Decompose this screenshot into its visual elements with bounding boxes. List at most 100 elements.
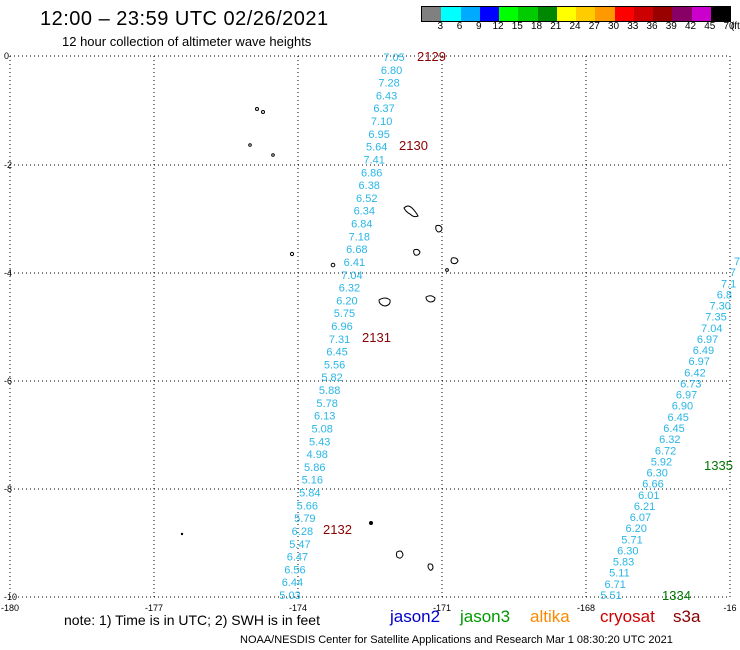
color-scale-label: 21 <box>550 21 562 32</box>
color-scale-bar <box>421 6 731 22</box>
wave-height-value: 4.98 <box>307 449 328 461</box>
wave-height-value: 6.41 <box>344 257 365 269</box>
footnote: note: 1) Time is in UTC; 2) SWH is in fe… <box>64 612 320 628</box>
wave-height-value: 5.51 <box>600 590 621 602</box>
wave-height-value: 7.30 <box>709 301 730 313</box>
island <box>271 153 275 157</box>
credit-line: NOAA/NESDIS Center for Satellite Applica… <box>240 634 673 646</box>
legend-s3a: s3a <box>673 607 701 626</box>
color-scale-label: 70 <box>723 21 735 32</box>
color-scale-label: 36 <box>646 21 658 32</box>
color-scale-label: 42 <box>684 21 697 32</box>
island <box>396 550 404 559</box>
wave-height-value: 7.41 <box>363 154 384 166</box>
island <box>378 297 391 307</box>
x-tick-label: -180 <box>1 603 19 613</box>
wave-height-value: 7.31 <box>329 334 350 346</box>
wave-height-value: 5.78 <box>316 398 337 410</box>
island-outlines <box>180 107 459 571</box>
wave-height-value: 7.18 <box>349 231 370 243</box>
wave-height-value: 6.32 <box>659 434 680 446</box>
x-tick-label: -174 <box>289 603 307 613</box>
wave-height-value: 6.34 <box>354 206 375 218</box>
wave-height-value: 7.35 <box>705 312 726 324</box>
color-swatch <box>460 7 480 21</box>
wave-height-value: 6.32 <box>339 283 360 295</box>
island <box>445 268 449 272</box>
legend-cryosat: cryosat <box>600 607 655 626</box>
wave-height-value: 6.71 <box>604 579 625 591</box>
wave-height-value: 5.08 <box>311 423 332 435</box>
wave-height-value: 6.01 <box>638 490 659 502</box>
wave-height-value: 5.03 <box>279 590 300 602</box>
legend-jason2: jason2 <box>390 607 441 626</box>
color-swatch <box>595 7 615 21</box>
wave-height-value: 6.95 <box>368 129 389 141</box>
x-tick-label: -168 <box>577 603 595 613</box>
island <box>369 521 373 525</box>
island <box>330 262 336 268</box>
wave-height-value: 6.66 <box>642 479 663 491</box>
page-subtitle: 12 hour collection of altimeter wave hei… <box>62 34 312 49</box>
time-label: 2130 <box>399 138 428 153</box>
island <box>248 143 252 147</box>
wave-height-value: 5.47 <box>289 539 310 551</box>
page-title: 12:00 – 23:59 UTC 02/26/2021 <box>40 8 329 30</box>
wave-height-value: 6.45 <box>667 412 688 424</box>
wave-height-value: 5.71 <box>621 534 642 546</box>
color-swatch <box>576 7 596 21</box>
wave-height-value: 7.10 <box>371 116 392 128</box>
y-tick-label: -6 <box>4 376 12 386</box>
legend-altika: altika <box>530 607 570 626</box>
wave-height-value: 6.86 <box>361 167 382 179</box>
island <box>413 248 421 256</box>
color-swatch <box>614 7 634 21</box>
wave-height-value: 6.49 <box>693 345 714 357</box>
color-scale-label: 39 <box>665 21 677 32</box>
island <box>255 107 259 111</box>
wave-height-value: 6.43 <box>376 90 397 102</box>
wave-height-value: 6.97 <box>697 334 718 346</box>
wave-height-value: 6.45 <box>326 347 347 359</box>
map-grid <box>9 55 731 598</box>
wave-height-value: 7 <box>734 256 740 268</box>
wave-height-value: 5.56 <box>324 359 345 371</box>
color-scale-label: 6 <box>456 21 463 32</box>
wave-height-value: 5.86 <box>304 462 325 474</box>
island <box>425 295 436 303</box>
y-tick-label: -8 <box>4 484 12 494</box>
wave-height-value: 7 <box>730 267 736 279</box>
wave-height-value: 6.73 <box>680 378 701 390</box>
wave-height-value: 6.30 <box>617 545 638 557</box>
y-tick-label: -2 <box>4 160 12 170</box>
y-tick-label: -10 <box>4 592 17 602</box>
wave-height-value: 7.1 <box>721 278 736 290</box>
island <box>427 563 434 571</box>
wave-height-value: 6.90 <box>672 401 693 413</box>
wave-height-value: 6.68 <box>346 244 367 256</box>
wave-height-value: 6.80 <box>381 65 402 77</box>
island <box>450 257 459 265</box>
island <box>180 532 184 536</box>
wave-height-value: 5.75 <box>334 308 355 320</box>
altimeter-tracks: 7.056.807.286.436.377.106.955.647.416.86… <box>279 49 740 603</box>
wave-height-value: 6.47 <box>287 552 308 564</box>
color-scale-label: 45 <box>704 21 716 32</box>
wave-height-value: 5.84 <box>299 488 320 500</box>
time-label: 2131 <box>362 330 391 345</box>
wave-height-value: 6.8 <box>717 289 732 301</box>
color-scale-label: 30 <box>607 21 620 32</box>
wave-height-value: 6.96 <box>331 321 352 333</box>
color-swatch <box>653 7 673 21</box>
wave-height-value: 5.79 <box>294 513 315 525</box>
color-scale-label: 33 <box>627 21 639 32</box>
color-swatch <box>633 7 653 21</box>
wave-height-value: 6.45 <box>663 423 684 435</box>
wave-height-value: 6.20 <box>625 523 646 535</box>
color-scale-label: 24 <box>569 21 581 32</box>
wave-height-value: 7.04 <box>341 270 362 282</box>
wave-height-value: 6.28 <box>292 526 313 538</box>
color-swatch <box>518 7 538 21</box>
